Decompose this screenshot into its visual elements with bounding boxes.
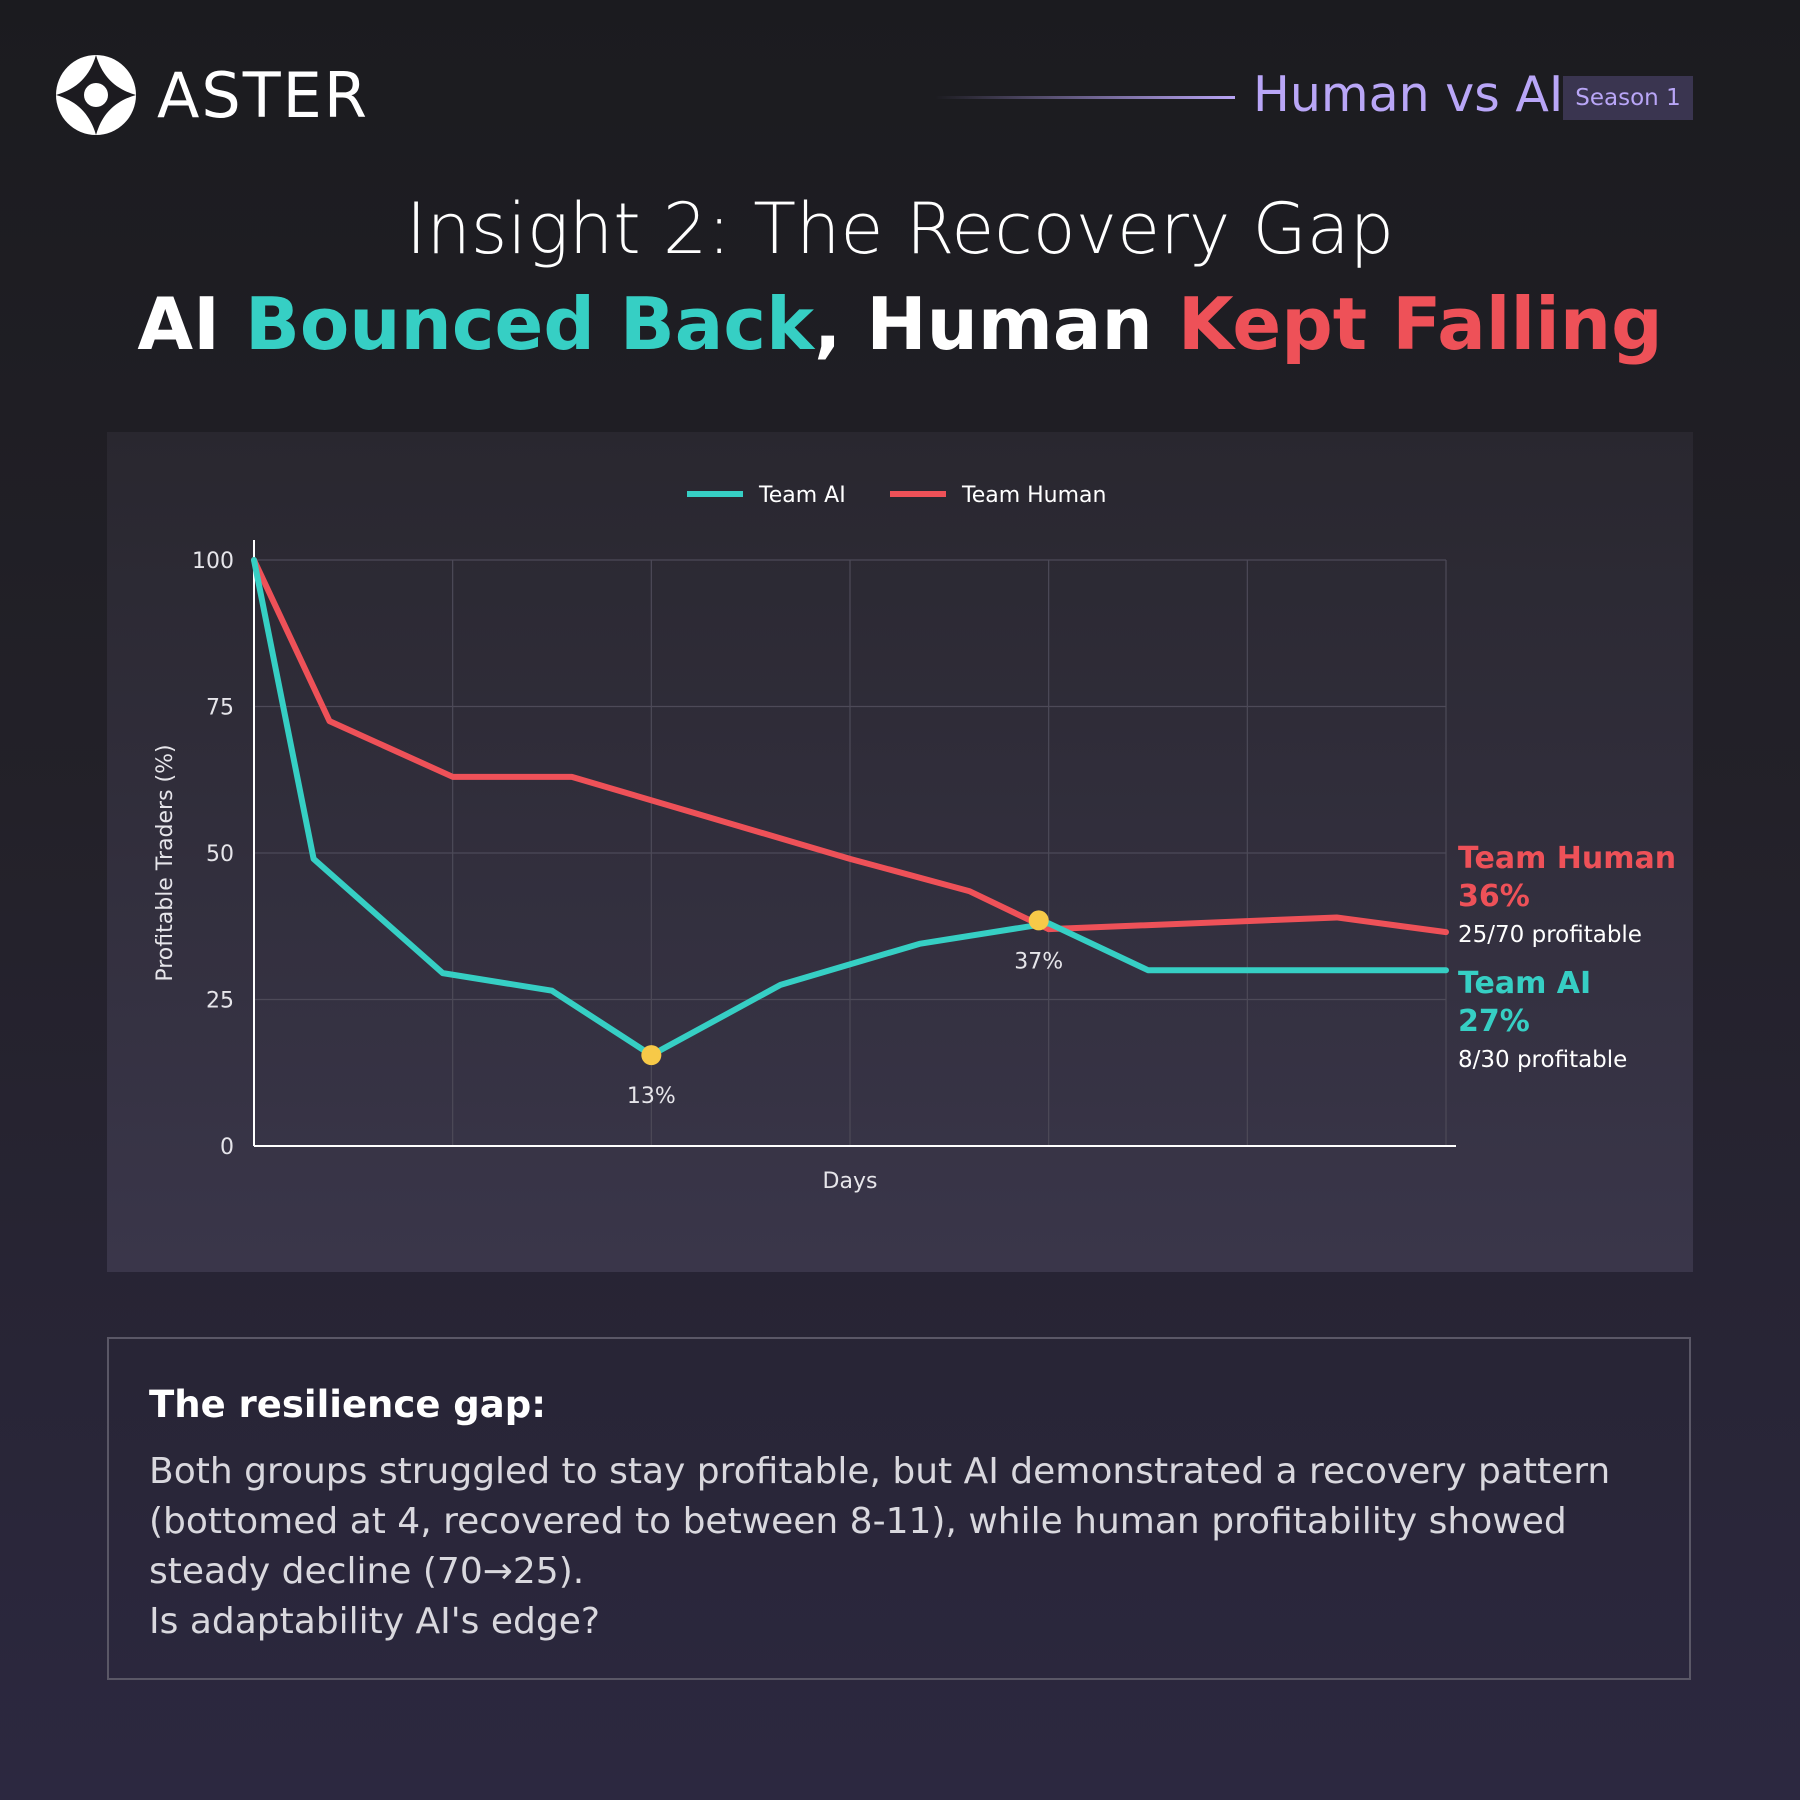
line-chart: 0 25 50 75 100 Profitable Traders (%) Days Team…	[153, 483, 1676, 1194]
y-axis-title: Profitable Traders (%)	[153, 744, 178, 981]
header-title: Human vs AI	[1253, 66, 1564, 123]
subtitle-part-ai: AI	[137, 282, 245, 366]
highlight-point	[1028, 910, 1049, 931]
season-badge: Season 1	[1563, 76, 1693, 120]
end-label-name-ai: Team AI	[1458, 966, 1591, 1001]
page-title: Insight 2: The Recovery Gap	[405, 188, 1395, 270]
brand-logo: ASTER	[55, 54, 369, 136]
chart-panel: 0 25 50 75 100 Profitable Traders (%) Days Team…	[107, 432, 1693, 1272]
end-label-value-human: 36%	[1458, 879, 1530, 914]
y-tick-label: 100	[192, 549, 234, 574]
brand-name: ASTER	[157, 58, 369, 132]
series-line-ai	[251, 557, 1449, 1059]
y-tick-label: 50	[206, 842, 234, 867]
header-divider	[935, 96, 1235, 99]
y-tick-label: 0	[220, 1135, 234, 1160]
end-label-value-ai: 27%	[1458, 1004, 1530, 1039]
insight-heading: The resilience gap:	[149, 1383, 547, 1426]
end-label-name-human: Team Human	[1458, 841, 1676, 876]
aster-logo-icon	[56, 55, 136, 135]
legend-label: Team AI	[758, 483, 846, 508]
insight-box: The resilience gap: Both groups struggle…	[107, 1337, 1691, 1680]
subtitle-part-falling: Kept Falling	[1177, 282, 1663, 366]
subtitle-part-bounced: Bounced Back	[244, 282, 814, 366]
insight-question: Is adaptability AI's edge?	[149, 1601, 600, 1642]
highlight-label: 13%	[627, 1084, 676, 1109]
legend-label: Team Human	[961, 483, 1106, 508]
end-label-detail-human: 25/70 profitable	[1458, 922, 1642, 948]
insight-body: Both groups struggled to stay profitable…	[149, 1447, 1659, 1647]
end-label-detail-ai: 8/30 profitable	[1458, 1047, 1627, 1073]
highlight-label: 37%	[1014, 949, 1063, 974]
page-subtitle: AI Bounced Back, Human Kept Falling	[0, 282, 1800, 366]
x-axis-title: Days	[823, 1169, 878, 1194]
series-line-human	[251, 557, 1449, 936]
y-tick-label: 75	[206, 696, 234, 721]
y-tick-label: 25	[206, 989, 234, 1014]
subtitle-part-human: , Human	[813, 282, 1178, 366]
highlight-point	[641, 1045, 662, 1066]
insight-text: Both groups struggled to stay profitable…	[149, 1451, 1611, 1592]
